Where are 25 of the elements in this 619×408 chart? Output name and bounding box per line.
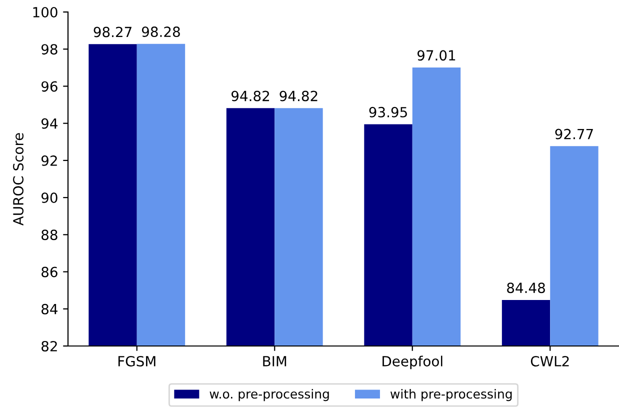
- data-label: 84.48: [507, 282, 545, 294]
- data-label: 98.28: [142, 26, 180, 38]
- y-tick-label: 82: [42, 340, 57, 352]
- data-label: 94.82: [232, 90, 270, 102]
- y-tick-label: 94: [41, 118, 58, 129]
- y-tick-label: 96: [41, 81, 58, 92]
- y-tick-label: 86: [42, 266, 58, 278]
- legend-label: with pre-processing: [390, 388, 512, 402]
- y-tick-label: 92: [41, 155, 57, 166]
- x-tick-label: BIM: [263, 356, 286, 366]
- y-tick-label: 98: [41, 44, 58, 55]
- y-tick-label: 88: [42, 230, 58, 240]
- data-label: 98.27: [94, 26, 132, 38]
- data-label: 93.95: [369, 106, 407, 118]
- data-label: 97.01: [417, 50, 456, 61]
- data-label: 94.82: [280, 90, 318, 102]
- x-tick-label: CWL2: [530, 356, 569, 366]
- y-tick-label: 100: [33, 6, 58, 18]
- legend-label: w.o. pre-processing: [210, 388, 329, 402]
- y-axis-title: AUROC Score: [13, 133, 24, 226]
- y-tick-label: 84: [42, 304, 58, 314]
- x-tick-label: Deepfool: [382, 356, 442, 370]
- y-tick-label: 90: [41, 192, 58, 204]
- x-tick-label: FGSM: [118, 356, 156, 366]
- data-label: 92.77: [555, 128, 593, 140]
